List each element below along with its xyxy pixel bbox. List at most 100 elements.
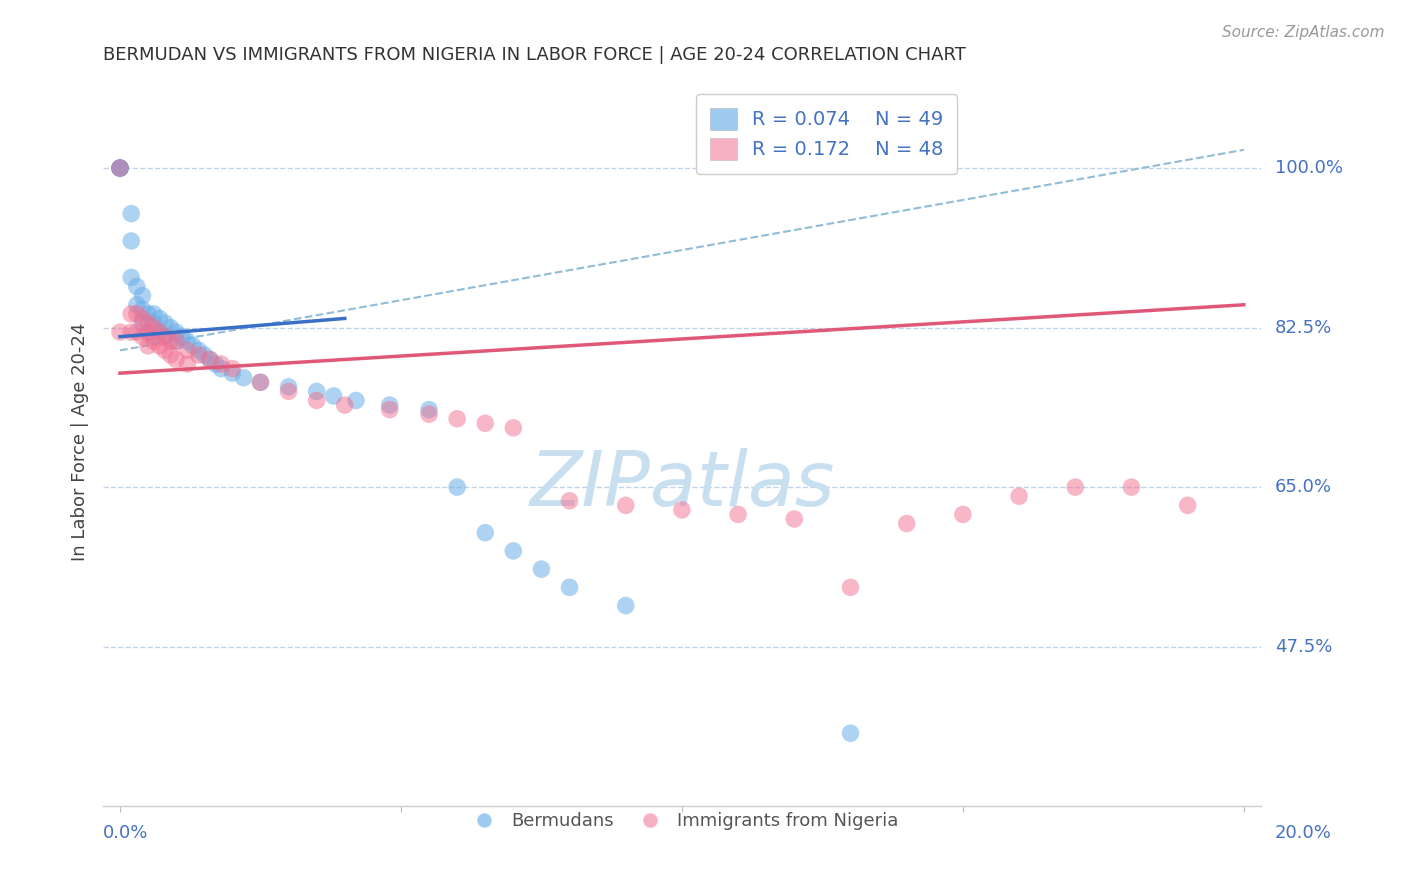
Point bbox=[108, 161, 131, 175]
Point bbox=[176, 334, 198, 349]
Text: ZIPatlas: ZIPatlas bbox=[529, 449, 835, 523]
Y-axis label: In Labor Force | Age 20-24: In Labor Force | Age 20-24 bbox=[72, 322, 89, 561]
Point bbox=[131, 316, 153, 330]
Point bbox=[131, 311, 153, 326]
Point bbox=[614, 599, 637, 613]
Point bbox=[204, 357, 226, 371]
Point bbox=[474, 417, 496, 431]
Point bbox=[187, 343, 209, 358]
Point bbox=[176, 343, 198, 358]
Point bbox=[153, 343, 176, 358]
Point bbox=[1121, 480, 1143, 494]
Point bbox=[136, 316, 159, 330]
Point bbox=[209, 361, 232, 376]
Point bbox=[209, 357, 232, 371]
Point bbox=[198, 352, 221, 367]
Point bbox=[125, 325, 148, 339]
Point bbox=[446, 411, 468, 425]
Point bbox=[344, 393, 367, 408]
Point bbox=[333, 398, 356, 412]
Point bbox=[108, 161, 131, 175]
Point bbox=[148, 325, 170, 339]
Text: 65.0%: 65.0% bbox=[1275, 478, 1331, 496]
Point bbox=[120, 325, 142, 339]
Point bbox=[198, 352, 221, 367]
Point bbox=[221, 361, 243, 376]
Point bbox=[305, 393, 328, 408]
Point bbox=[142, 334, 165, 349]
Point bbox=[136, 307, 159, 321]
Point bbox=[502, 544, 524, 558]
Point bbox=[839, 580, 862, 594]
Point bbox=[142, 320, 165, 334]
Point bbox=[125, 298, 148, 312]
Point bbox=[136, 325, 159, 339]
Point bbox=[120, 234, 142, 248]
Point bbox=[136, 325, 159, 339]
Point bbox=[418, 407, 440, 421]
Point bbox=[120, 270, 142, 285]
Point bbox=[136, 339, 159, 353]
Point bbox=[232, 370, 254, 384]
Point bbox=[165, 334, 187, 349]
Point bbox=[108, 161, 131, 175]
Point bbox=[378, 398, 401, 412]
Point bbox=[378, 402, 401, 417]
Point bbox=[148, 339, 170, 353]
Point bbox=[148, 325, 170, 339]
Point bbox=[108, 161, 131, 175]
Point bbox=[165, 352, 187, 367]
Point bbox=[125, 307, 148, 321]
Point bbox=[108, 325, 131, 339]
Point bbox=[142, 329, 165, 343]
Text: 82.5%: 82.5% bbox=[1275, 318, 1331, 336]
Legend: Bermudans, Immigrants from Nigeria: Bermudans, Immigrants from Nigeria bbox=[458, 805, 905, 838]
Text: 100.0%: 100.0% bbox=[1275, 159, 1343, 177]
Text: 0.0%: 0.0% bbox=[103, 824, 149, 842]
Point bbox=[558, 493, 581, 508]
Text: Source: ZipAtlas.com: Source: ZipAtlas.com bbox=[1222, 25, 1385, 40]
Point bbox=[530, 562, 553, 576]
Point bbox=[131, 288, 153, 302]
Point bbox=[952, 508, 974, 522]
Point bbox=[839, 726, 862, 740]
Point bbox=[277, 380, 299, 394]
Point bbox=[181, 339, 204, 353]
Point bbox=[193, 348, 215, 362]
Point bbox=[159, 348, 181, 362]
Point bbox=[502, 421, 524, 435]
Point bbox=[558, 580, 581, 594]
Point bbox=[153, 329, 176, 343]
Point bbox=[322, 389, 344, 403]
Point bbox=[783, 512, 806, 526]
Point bbox=[277, 384, 299, 399]
Point bbox=[142, 307, 165, 321]
Point bbox=[153, 316, 176, 330]
Point bbox=[131, 329, 153, 343]
Point bbox=[474, 525, 496, 540]
Point bbox=[120, 307, 142, 321]
Point bbox=[221, 366, 243, 380]
Point bbox=[614, 499, 637, 513]
Point bbox=[170, 329, 193, 343]
Point bbox=[176, 357, 198, 371]
Point bbox=[131, 302, 153, 317]
Point bbox=[120, 206, 142, 220]
Point bbox=[727, 508, 749, 522]
Point bbox=[1064, 480, 1087, 494]
Text: BERMUDAN VS IMMIGRANTS FROM NIGERIA IN LABOR FORCE | AGE 20-24 CORRELATION CHART: BERMUDAN VS IMMIGRANTS FROM NIGERIA IN L… bbox=[103, 46, 966, 64]
Point bbox=[153, 329, 176, 343]
Point bbox=[148, 311, 170, 326]
Point bbox=[896, 516, 918, 531]
Text: 20.0%: 20.0% bbox=[1275, 824, 1331, 842]
Point bbox=[165, 334, 187, 349]
Point bbox=[1008, 489, 1031, 503]
Point bbox=[159, 320, 181, 334]
Point bbox=[305, 384, 328, 399]
Point bbox=[418, 402, 440, 417]
Point bbox=[125, 279, 148, 293]
Point bbox=[142, 316, 165, 330]
Point bbox=[108, 161, 131, 175]
Point bbox=[671, 503, 693, 517]
Text: 47.5%: 47.5% bbox=[1275, 638, 1331, 656]
